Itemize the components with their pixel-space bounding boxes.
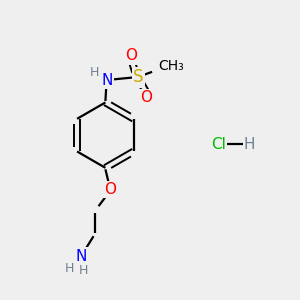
Text: H: H [65,262,74,275]
Text: H: H [244,136,255,152]
Text: CH₃: CH₃ [158,59,184,73]
Text: Cl: Cl [211,136,226,152]
Text: O: O [140,90,152,105]
Text: O: O [104,182,116,197]
Text: O: O [126,48,138,63]
Text: N: N [75,249,86,264]
Text: H: H [90,66,99,79]
Text: N: N [101,73,112,88]
Text: H: H [79,264,88,277]
Text: S: S [133,68,143,86]
